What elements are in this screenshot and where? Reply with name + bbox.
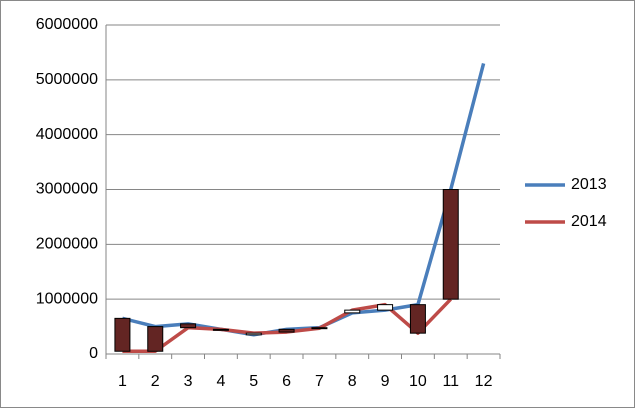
x-tick-label: 10	[409, 373, 427, 390]
up-down-bar	[442, 189, 459, 300]
legend-label: 2013	[571, 176, 607, 193]
x-tick-label: 9	[381, 373, 390, 390]
y-tick-label: 5000000	[36, 71, 98, 88]
up-down-bar	[311, 327, 328, 330]
up-down-bar	[114, 317, 131, 352]
up-down-bar	[409, 304, 426, 334]
up-down-bar	[344, 309, 361, 314]
y-tick-label: 1000000	[36, 290, 98, 307]
y-tick-label: 0	[89, 345, 98, 362]
x-tick-label: 7	[315, 373, 324, 390]
x-tick-label: 6	[282, 373, 291, 390]
up-down-bar	[377, 304, 394, 311]
x-tick-label: 5	[249, 373, 258, 390]
up-down-bar	[147, 326, 164, 352]
x-tick-label: 8	[348, 373, 357, 390]
y-tick-label: 4000000	[36, 126, 98, 143]
legend-label: 2014	[571, 213, 607, 230]
x-tick-label: 1	[118, 373, 127, 390]
up-down-bar	[212, 328, 229, 331]
y-tick-label: 2000000	[36, 236, 98, 253]
x-tick-label: 11	[442, 373, 459, 390]
up-down-bar	[245, 332, 262, 336]
x-tick-label: 2	[151, 373, 160, 390]
x-tick-label: 4	[216, 373, 225, 390]
up-down-bar	[278, 328, 295, 333]
x-tick-label: 12	[475, 373, 493, 390]
up-down-bar	[180, 323, 197, 329]
y-tick-label: 6000000	[36, 16, 98, 33]
x-tick-label: 3	[184, 373, 193, 390]
y-tick-label: 3000000	[36, 181, 98, 198]
